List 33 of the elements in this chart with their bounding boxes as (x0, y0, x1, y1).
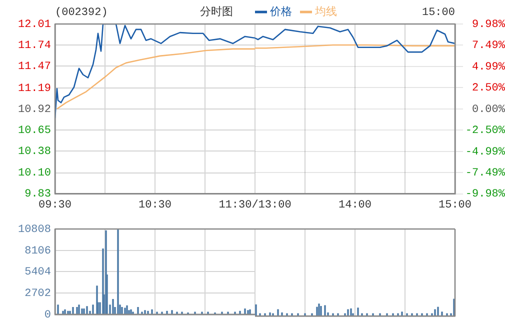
x-tick-label: 10:30 (138, 199, 172, 212)
y-tick-label: 10.10 (18, 168, 51, 180)
text: 9.98% (472, 18, 505, 31)
text: 2.50% (472, 82, 505, 95)
text: 4.99% (472, 61, 505, 74)
x-tick-label: 14:00 (338, 199, 372, 212)
x-tick-label: 11:30/13:00 (218, 199, 292, 212)
chart-subtitle: 分时图 (200, 4, 233, 18)
y-tick-label: 10.92 (18, 104, 51, 116)
y-tick-label: 10.38 (18, 146, 51, 158)
y-tick-label: 11.74 (18, 40, 52, 52)
text: -2.50% (465, 125, 505, 138)
y-tick-label: 10808 (18, 224, 51, 236)
text: 7.49% (472, 40, 505, 52)
text: 0.00% (472, 104, 505, 116)
x-tick-label: 15:00 (438, 199, 472, 212)
y-tick-label: 8106 (24, 245, 51, 258)
y-tick-label: 0 (44, 309, 51, 322)
text: -9.98% (465, 188, 505, 201)
y-tick-label: 2702 (24, 288, 51, 300)
x-tick-label: 09:30 (38, 199, 72, 212)
chart-title: (002392) (55, 6, 108, 19)
text: 15:00 (422, 6, 455, 19)
legend-label: 价格 (269, 4, 292, 18)
legend-label: 均线 (314, 4, 337, 18)
y-tick-label: 11.19 (18, 82, 51, 95)
y-tick-label: 9.83 (24, 188, 51, 201)
text: -4.99% (465, 146, 505, 158)
y-tick-label: 10.65 (18, 124, 51, 137)
y-tick-label: 5404 (24, 266, 52, 279)
text: -7.49% (465, 168, 505, 180)
y-tick-label: 12.01 (18, 18, 52, 31)
y-tick-label: 11.47 (18, 60, 51, 73)
